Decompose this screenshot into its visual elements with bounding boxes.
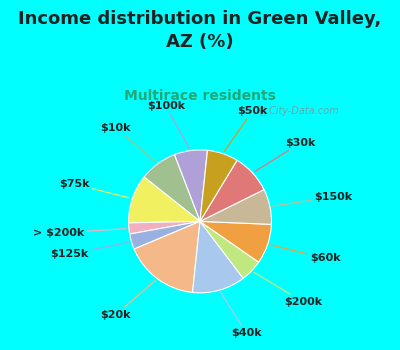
Wedge shape: [128, 222, 200, 234]
Text: $75k: $75k: [59, 179, 130, 198]
Text: $40k: $40k: [221, 293, 262, 338]
Text: Income distribution in Green Valley,
AZ (%): Income distribution in Green Valley, AZ …: [18, 10, 382, 51]
Text: $50k: $50k: [224, 106, 268, 151]
Wedge shape: [200, 190, 272, 224]
Wedge shape: [128, 177, 200, 223]
Wedge shape: [174, 150, 208, 222]
Wedge shape: [130, 222, 200, 249]
Wedge shape: [200, 150, 237, 222]
Wedge shape: [200, 160, 264, 222]
Wedge shape: [134, 222, 200, 293]
Text: $60k: $60k: [270, 245, 341, 264]
Text: > $200k: > $200k: [33, 228, 126, 238]
Text: $200k: $200k: [254, 272, 322, 307]
Wedge shape: [200, 222, 259, 278]
Text: $20k: $20k: [100, 281, 155, 320]
Wedge shape: [200, 222, 271, 262]
Text: ⓘ City-Data.com: ⓘ City-Data.com: [260, 106, 339, 116]
Text: $10k: $10k: [101, 123, 156, 162]
Text: Multirace residents: Multirace residents: [124, 89, 276, 103]
Text: $100k: $100k: [147, 101, 189, 148]
Wedge shape: [192, 222, 243, 293]
Text: $125k: $125k: [50, 242, 129, 259]
Text: $30k: $30k: [255, 138, 316, 172]
Text: $150k: $150k: [273, 192, 352, 206]
Wedge shape: [144, 155, 200, 222]
